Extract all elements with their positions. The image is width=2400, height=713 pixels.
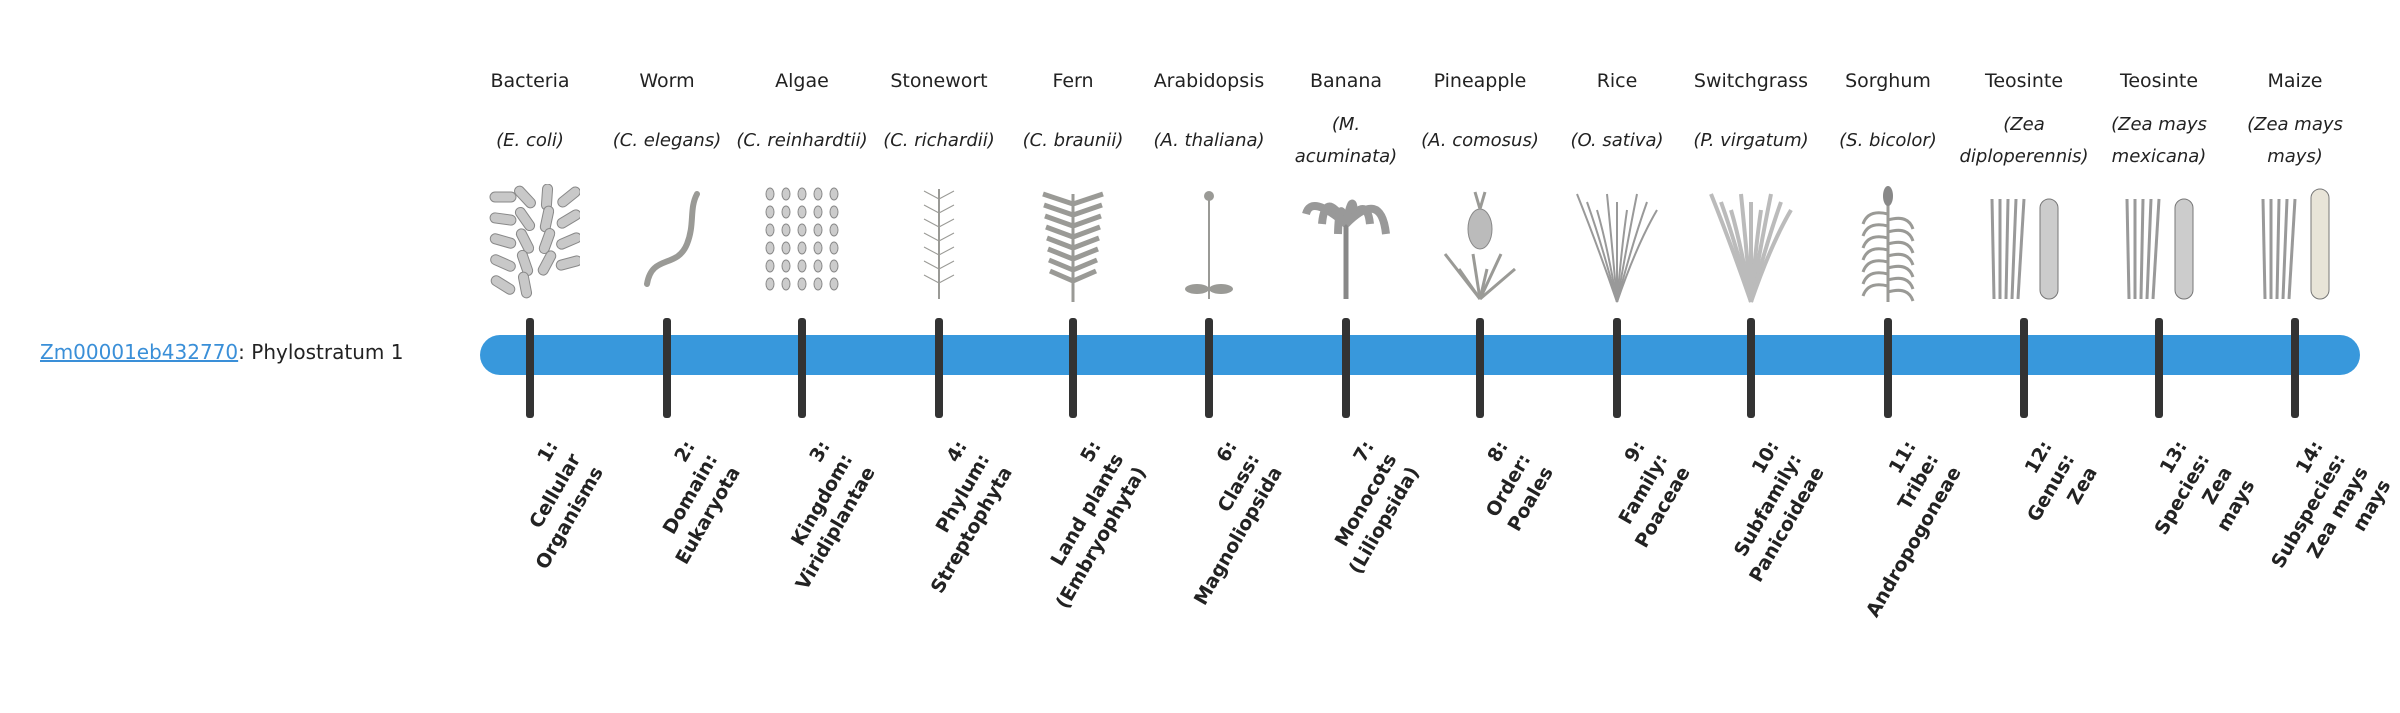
stonewort-icon — [889, 184, 989, 304]
organism-common-name: Fern — [1052, 70, 1094, 92]
teosinte-icon — [1974, 184, 2074, 304]
organism-species-name: (Zea diploperennis) — [1959, 114, 2089, 167]
pineapple-icon — [1430, 184, 1530, 304]
stratum-tick — [935, 318, 943, 418]
organism-common-name: Stonewort — [890, 70, 988, 92]
banana-icon — [1296, 184, 1396, 304]
organism-species-name: (O. sativa) — [1570, 130, 1664, 151]
algae-icon — [752, 184, 852, 304]
organism-common-name: Worm — [639, 70, 695, 92]
stratum-tick — [2020, 318, 2028, 418]
organism-species-name: (A. thaliana) — [1153, 130, 1265, 151]
organism-species-name: (C. reinhardtii) — [736, 130, 868, 151]
organism-column: Maize (Zea mays mays) — [2227, 66, 2363, 304]
organism-common-name: Bacteria — [490, 70, 570, 92]
stratum-tick — [526, 318, 534, 418]
sorghum-icon — [1838, 184, 1938, 304]
organism-species-name: (C. elegans) — [612, 130, 722, 151]
organism-species-name: (A. comosus) — [1421, 130, 1539, 151]
organism-common-name: Pineapple — [1433, 70, 1527, 92]
organism-species-name: (S. bicolor) — [1839, 130, 1937, 151]
fern-icon — [1023, 184, 1123, 304]
phylostratum-timeline-bar — [480, 335, 2360, 375]
stratum-tick — [798, 318, 806, 418]
organism-common-name: Maize — [2267, 70, 2323, 92]
organism-common-name: Teosinte — [1984, 70, 2064, 92]
stratum-tick — [1205, 318, 1213, 418]
stratum-tick — [2155, 318, 2163, 418]
gene-phylostratum-label: Zm00001eb432770: Phylostratum 1 — [40, 340, 403, 364]
organism-column: Teosinte (Zea diploperennis) — [1956, 66, 2092, 304]
organism-column: Banana (M. acuminata) — [1278, 66, 1414, 304]
organism-common-name: Sorghum — [1845, 70, 1931, 92]
organism-column: Teosinte (Zea mays mexicana) — [2091, 66, 2227, 304]
organism-column: Worm (C. elegans) — [599, 66, 735, 304]
organism-column: Bacteria (E. coli) — [462, 66, 598, 304]
stratum-tick — [1476, 318, 1484, 418]
worm-icon — [617, 184, 717, 304]
stratum-tick — [1884, 318, 1892, 418]
organism-species-name: (Zea mays mexicana) — [2111, 114, 2207, 167]
organism-column: Pineapple (A. comosus) — [1412, 66, 1548, 304]
organism-column: Algae (C. reinhardtii) — [734, 66, 870, 304]
organism-common-name: Arabidopsis — [1153, 70, 1265, 92]
organism-species-name: (E. coli) — [496, 130, 564, 151]
organism-common-name: Teosinte — [2119, 70, 2199, 92]
switchgrass-icon — [1701, 184, 1801, 304]
organism-column: Stonewort (C. richardii) — [871, 66, 1007, 304]
bacteria-icon — [480, 183, 583, 304]
organism-column: Sorghum (S. bicolor) — [1820, 66, 1956, 304]
organism-species-name: (M. acuminata) — [1294, 114, 1398, 167]
rice-icon — [1567, 184, 1667, 304]
stratum-tick — [2291, 318, 2299, 418]
stratum-tick — [663, 318, 671, 418]
organism-common-name: Switchgrass — [1693, 70, 1809, 92]
organism-column: Switchgrass (P. virgatum) — [1683, 66, 1819, 304]
gene-id-link[interactable]: Zm00001eb432770 — [40, 340, 239, 364]
organism-column: Fern (C. braunii) — [1005, 66, 1141, 304]
organism-common-name: Rice — [1596, 70, 1638, 92]
stratum-tick — [1747, 318, 1755, 418]
organism-common-name: Banana — [1309, 70, 1383, 92]
organism-column: Arabidopsis (A. thaliana) — [1141, 66, 1277, 304]
maize-icon — [2245, 184, 2345, 304]
organism-species-name: (C. richardii) — [883, 130, 995, 151]
stratum-tick — [1613, 318, 1621, 418]
stratum-tick — [1069, 318, 1077, 418]
organism-column: Rice (O. sativa) — [1549, 66, 1685, 304]
organism-species-name: (P. virgatum) — [1693, 130, 1809, 151]
stratum-tick — [1342, 318, 1350, 418]
organism-common-name: Algae — [775, 70, 829, 92]
arabidopsis-icon — [1159, 184, 1259, 304]
organism-species-name: (Zea mays mays) — [2247, 114, 2343, 167]
phylostratum-text: : Phylostratum 1 — [238, 340, 404, 364]
teosinte-icon — [2109, 184, 2209, 304]
organism-species-name: (C. braunii) — [1022, 130, 1124, 151]
